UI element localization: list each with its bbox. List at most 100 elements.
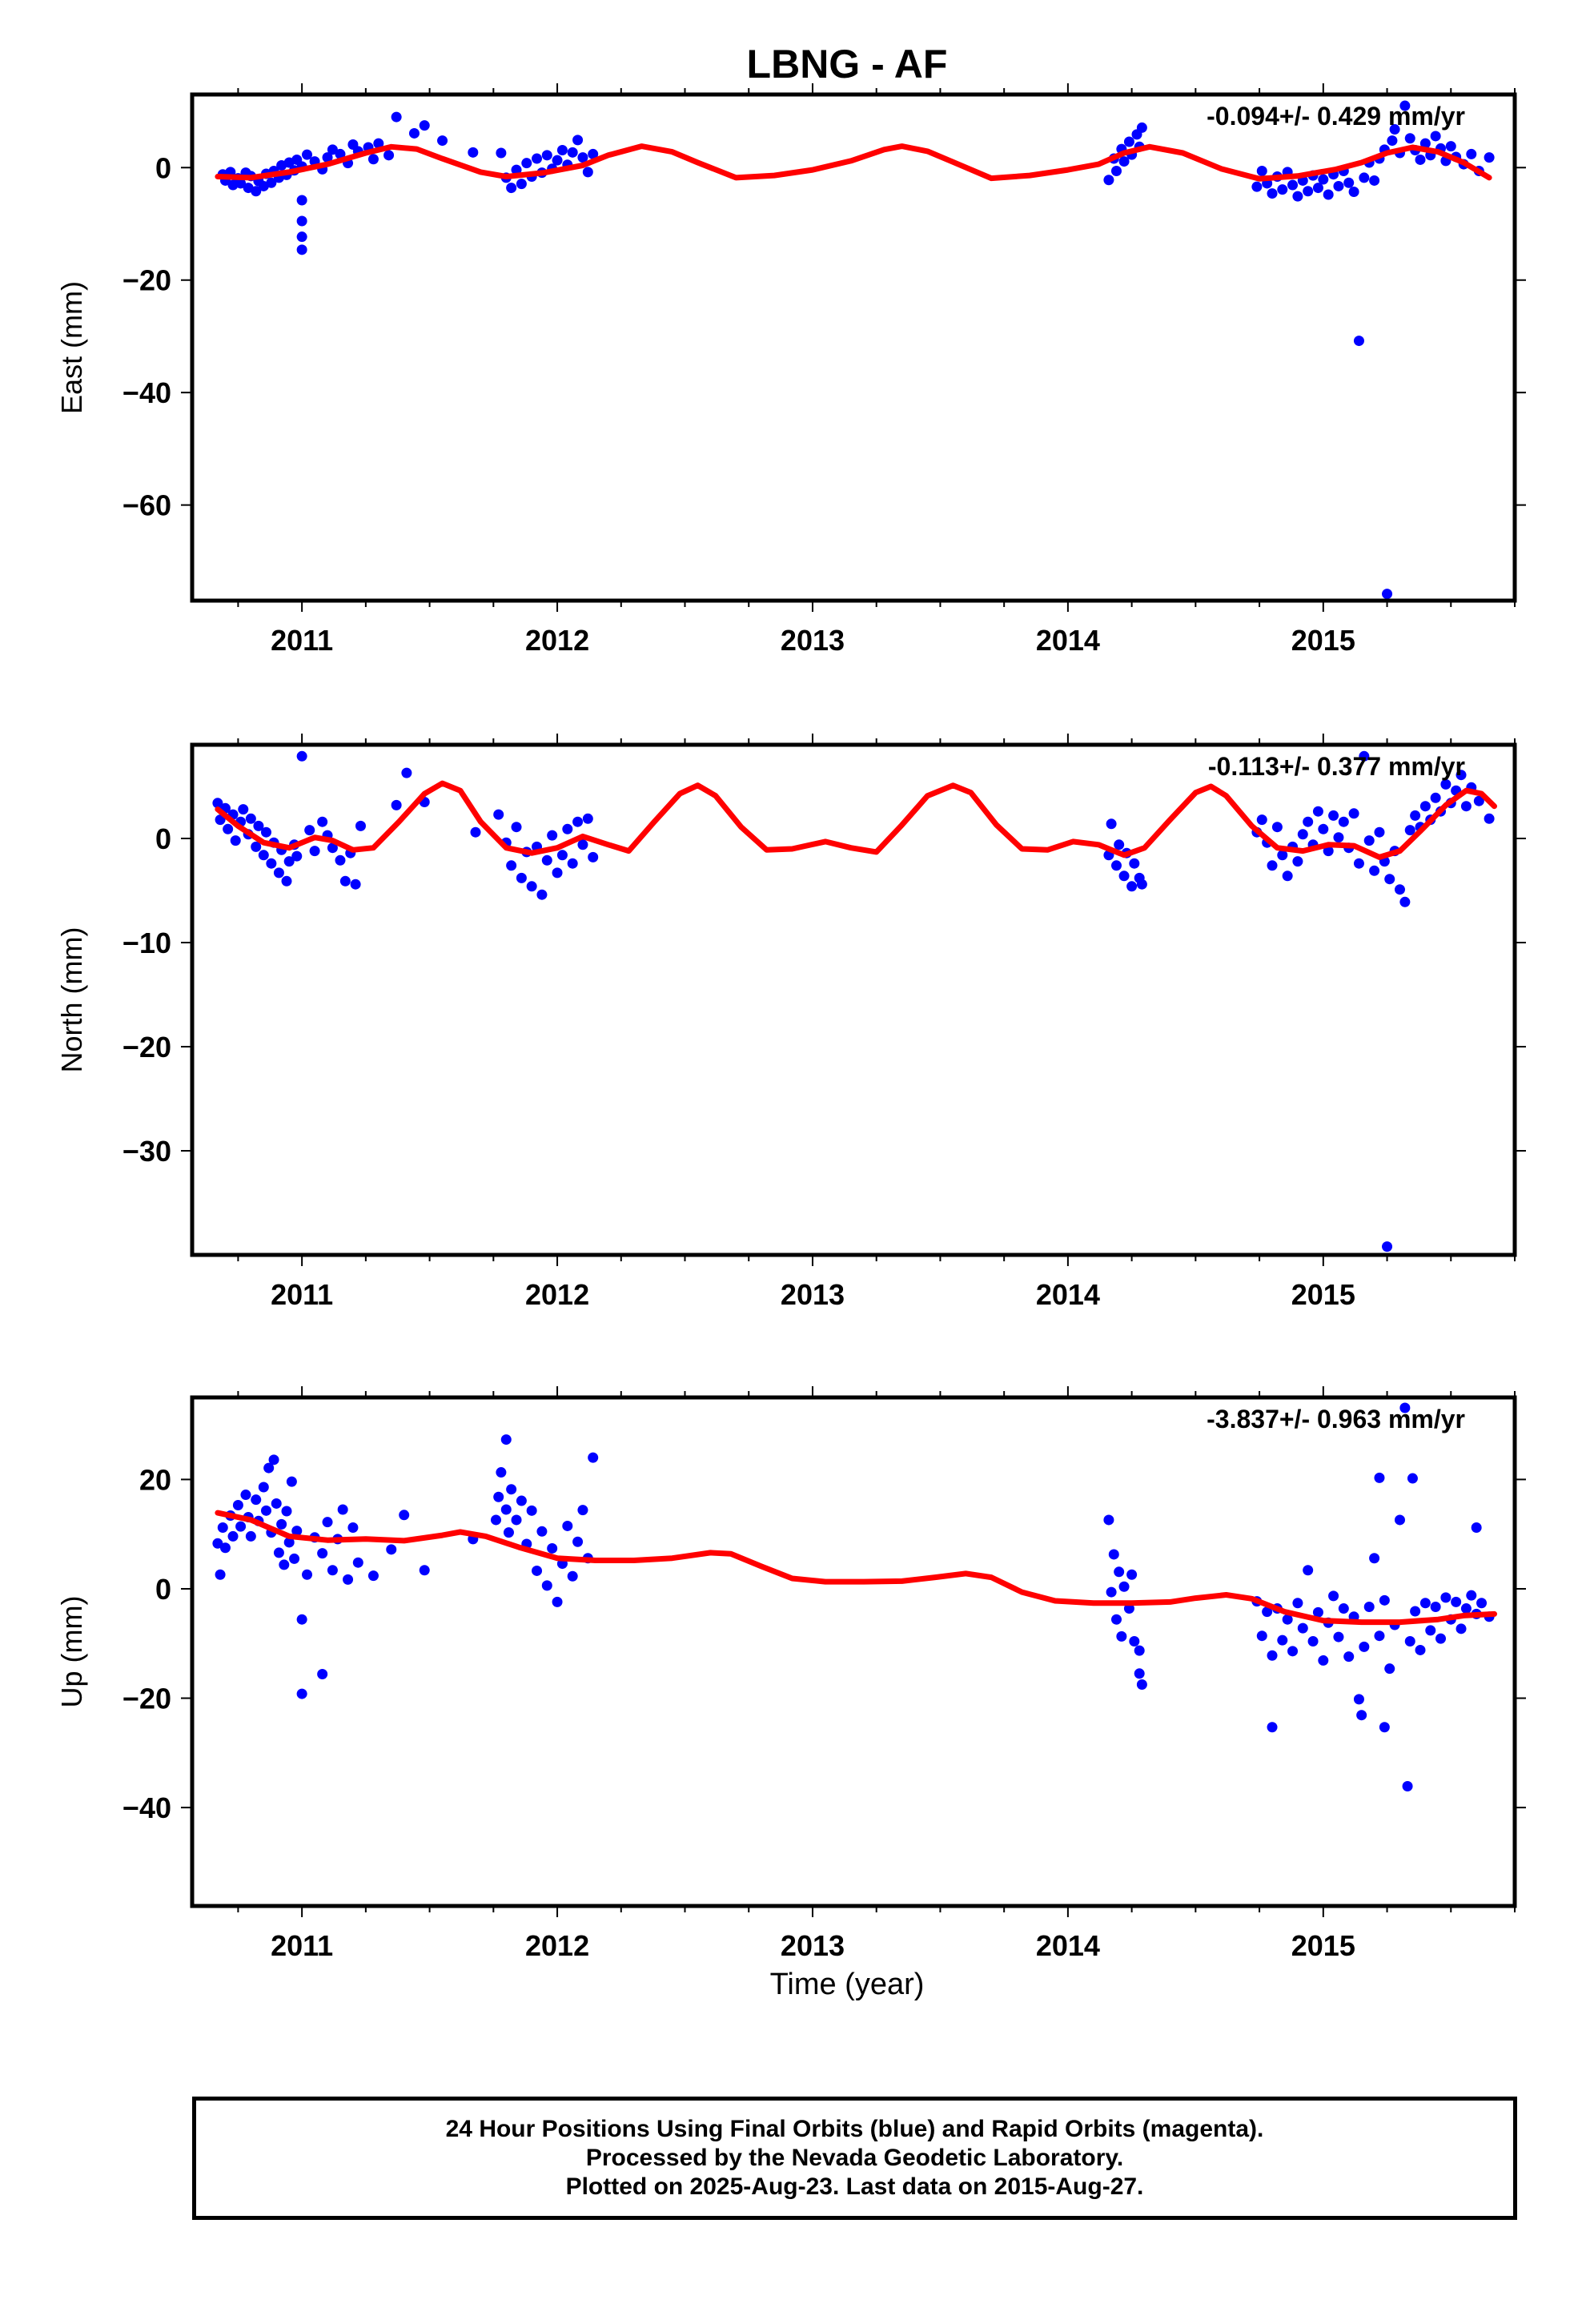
data-point [1471,1522,1482,1534]
data-point [556,145,568,156]
data-point [1456,1623,1467,1634]
data-point [1348,186,1359,197]
data-point [1374,1630,1385,1642]
data-point [1404,825,1415,836]
data-point [552,1596,563,1607]
data-point [296,215,307,227]
data-point [1476,1598,1488,1609]
data-point [339,875,351,887]
data-point [419,120,430,131]
data-point [536,1526,548,1537]
data-point [317,1548,328,1559]
data-point [317,816,328,827]
data-point [588,1452,599,1463]
data-point [283,856,295,867]
data-point [532,153,543,164]
y-axis-label: Up (mm) [55,1596,88,1708]
data-point [296,231,307,243]
data-point [1389,124,1400,135]
velocity-label: -0.113+/- 0.377 mm/yr [1208,752,1465,781]
data-point [1369,865,1380,876]
plot-frame [190,1395,1517,1908]
data-point [1399,1402,1411,1413]
x-tick-label: 2014 [1036,1278,1100,1311]
data-point [1399,100,1411,111]
data-point [532,1565,543,1576]
data-point [1404,1636,1415,1647]
data-point [215,1569,226,1580]
data-point [567,858,578,869]
data-point [1136,1679,1147,1690]
footer-line-1: 24 Hour Positions Using Final Orbits (bl… [445,2116,1264,2142]
footer-line-3: Plotted on 2025-Aug-23. Last data on 201… [565,2173,1144,2200]
data-point [1456,770,1467,781]
data-point [268,1454,279,1466]
data-point [1267,1722,1278,1733]
data-point [1292,856,1303,867]
data-point [1136,122,1147,133]
data-point [562,823,573,834]
data-point [493,1491,504,1502]
data-point [1384,874,1395,885]
data-point [1338,816,1349,827]
data-point [552,155,563,166]
data-point [1307,1636,1319,1647]
data-point [1323,189,1334,200]
data-point [355,820,366,831]
data-point [1282,870,1293,882]
data-point [260,826,271,838]
data-point [506,1484,517,1495]
data-point [399,1510,410,1521]
data-point [1126,1569,1138,1580]
data-point [337,1504,348,1515]
data-point [1359,1641,1370,1652]
data-point [281,1506,292,1517]
data-point [1430,1602,1441,1613]
data-point [1353,336,1364,347]
data-point [493,809,504,820]
data-point [296,195,307,206]
data-point [235,1521,247,1532]
data-point [1415,154,1426,165]
data-point [296,1614,307,1625]
data-point [1129,1636,1140,1647]
data-point [251,1494,262,1506]
data-point [283,1537,295,1548]
data-point [1333,832,1344,843]
data-point [335,854,346,866]
data-point [401,767,412,778]
data-point [1271,822,1283,833]
data-point [347,1522,359,1534]
data-point [1103,1514,1114,1526]
model-fit-line [215,1510,1497,1626]
data-point [577,839,588,850]
data-point [536,889,548,900]
data-point [1292,191,1303,202]
data-point [1369,175,1380,186]
model-fit-line [215,780,1497,860]
data-point [588,148,599,159]
data-point [500,1504,512,1515]
data-point [1348,808,1359,819]
data-point [327,144,338,155]
data-point [588,851,599,862]
data-point [258,1482,269,1493]
data-point [352,1557,363,1568]
data-point [276,1518,287,1530]
data-point [266,858,277,869]
data-point [1318,1655,1329,1666]
data-point [1118,156,1130,167]
x-tick-label: 2011 [271,624,333,657]
velocity-label: -3.837+/- 0.963 mm/yr [1207,1405,1465,1433]
data-point [511,822,522,833]
data-point [1445,141,1456,152]
data-point [1312,1606,1323,1618]
data-point [1267,188,1278,199]
data-point [1118,1581,1130,1592]
data-point [1451,1596,1462,1607]
data-point [1106,818,1117,830]
y-tick-label: −20 [122,1683,171,1715]
footer-line-2: Processed by the Nevada Geodetic Laborat… [585,2145,1124,2171]
x-tick-label: 2014 [1036,624,1100,657]
data-point [408,127,420,139]
